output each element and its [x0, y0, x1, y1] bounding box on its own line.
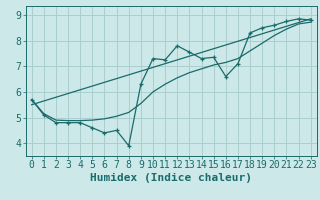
X-axis label: Humidex (Indice chaleur): Humidex (Indice chaleur) [90, 173, 252, 183]
